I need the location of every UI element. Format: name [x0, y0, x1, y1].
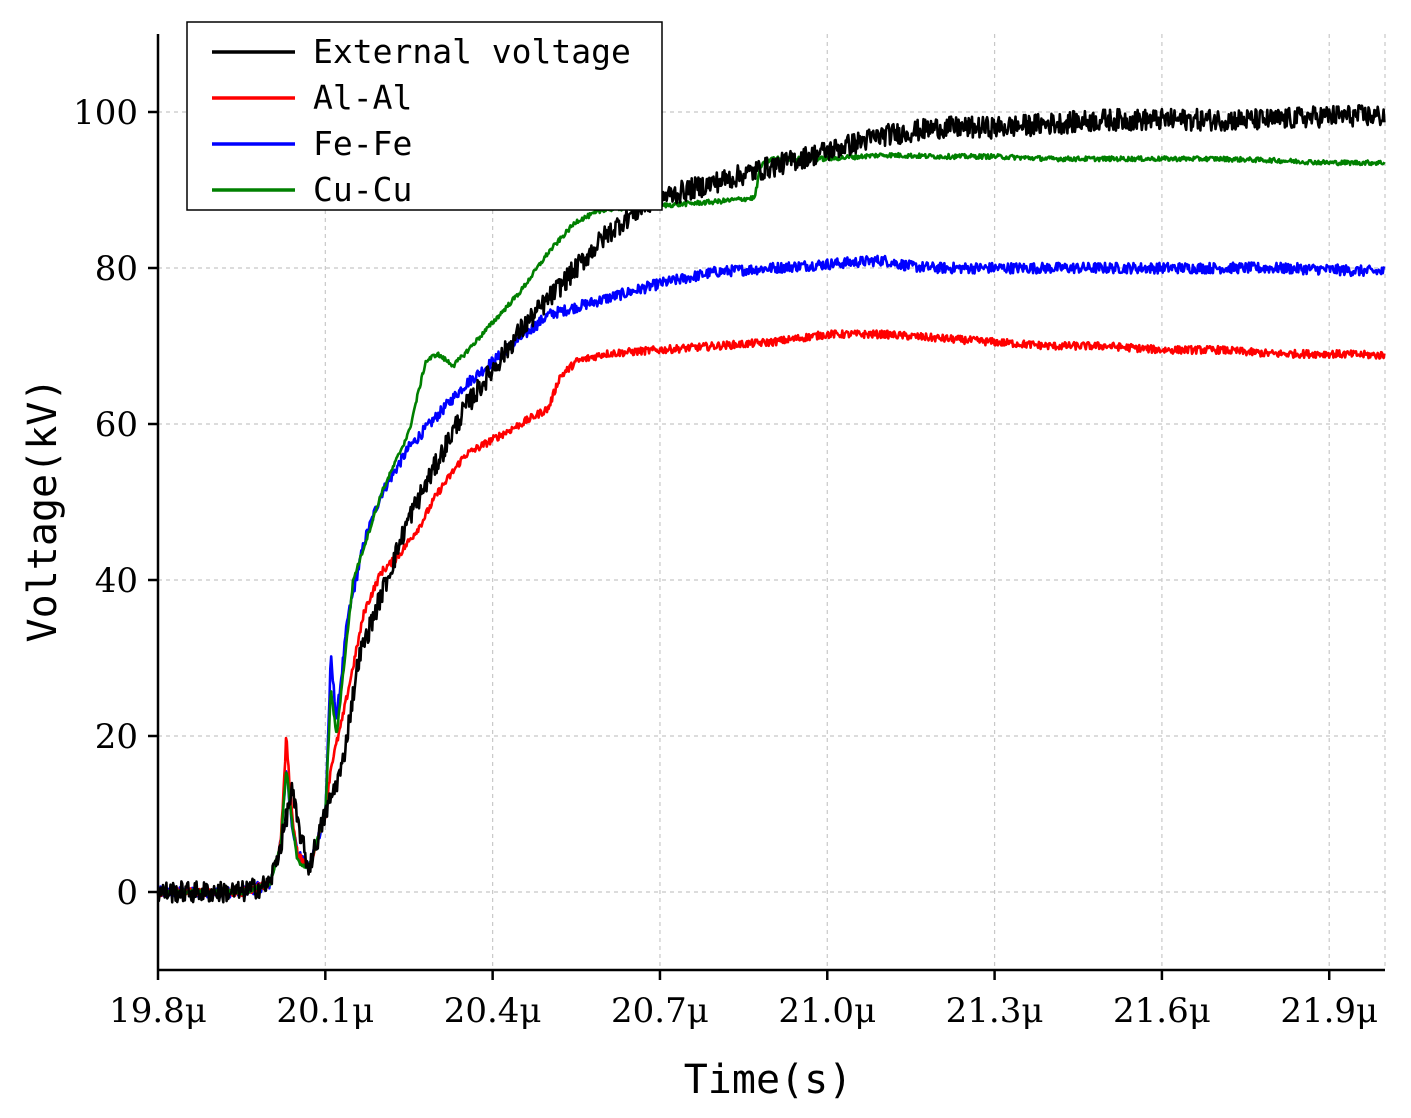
x-tick-group: 19.8μ 20.1μ 20.4μ 20.7μ 21.0μ 21.3μ 21.6μ 21.9μ [109, 970, 1378, 1031]
series-line-0 [156, 104, 1386, 904]
legend: External voltage Al-Al Fe-Fe Cu-Cu [186, 21, 663, 211]
x-axis-title: Time(s) [684, 1057, 853, 1103]
legend-label: External voltage [313, 32, 631, 71]
legend-label: Fe-Fe [313, 124, 412, 163]
x-tick-label: 20.7μ [611, 991, 709, 1031]
series-line-1 [157, 329, 1386, 898]
y-tick-label: 40 [95, 561, 138, 601]
y-tick-label: 100 [73, 93, 138, 133]
x-tick-label: 21.9μ [1280, 991, 1378, 1031]
x-tick-label: 21.3μ [946, 991, 1044, 1031]
x-tick-label: 20.4μ [444, 991, 542, 1031]
y-tick-label: 60 [95, 405, 138, 445]
legend-label: Cu-Cu [313, 170, 412, 209]
y-tick-label: 0 [116, 873, 138, 913]
axes [156, 34, 1385, 972]
series-lines [156, 104, 1386, 904]
y-tick-group: 0 20 40 60 80 100 [73, 93, 158, 913]
x-tick-label: 19.8μ [109, 991, 207, 1031]
x-tick-label: 21.0μ [778, 991, 876, 1031]
y-tick-label: 20 [95, 717, 138, 757]
series-line-3 [156, 151, 1386, 896]
y-axis-title: Voltage(kV) [20, 378, 66, 643]
x-tick-label: 21.6μ [1113, 991, 1211, 1031]
series-line-2 [156, 254, 1386, 899]
y-tick-label: 80 [95, 249, 138, 289]
x-tick-label: 20.1μ [276, 991, 374, 1031]
legend-label: Al-Al [313, 78, 412, 117]
